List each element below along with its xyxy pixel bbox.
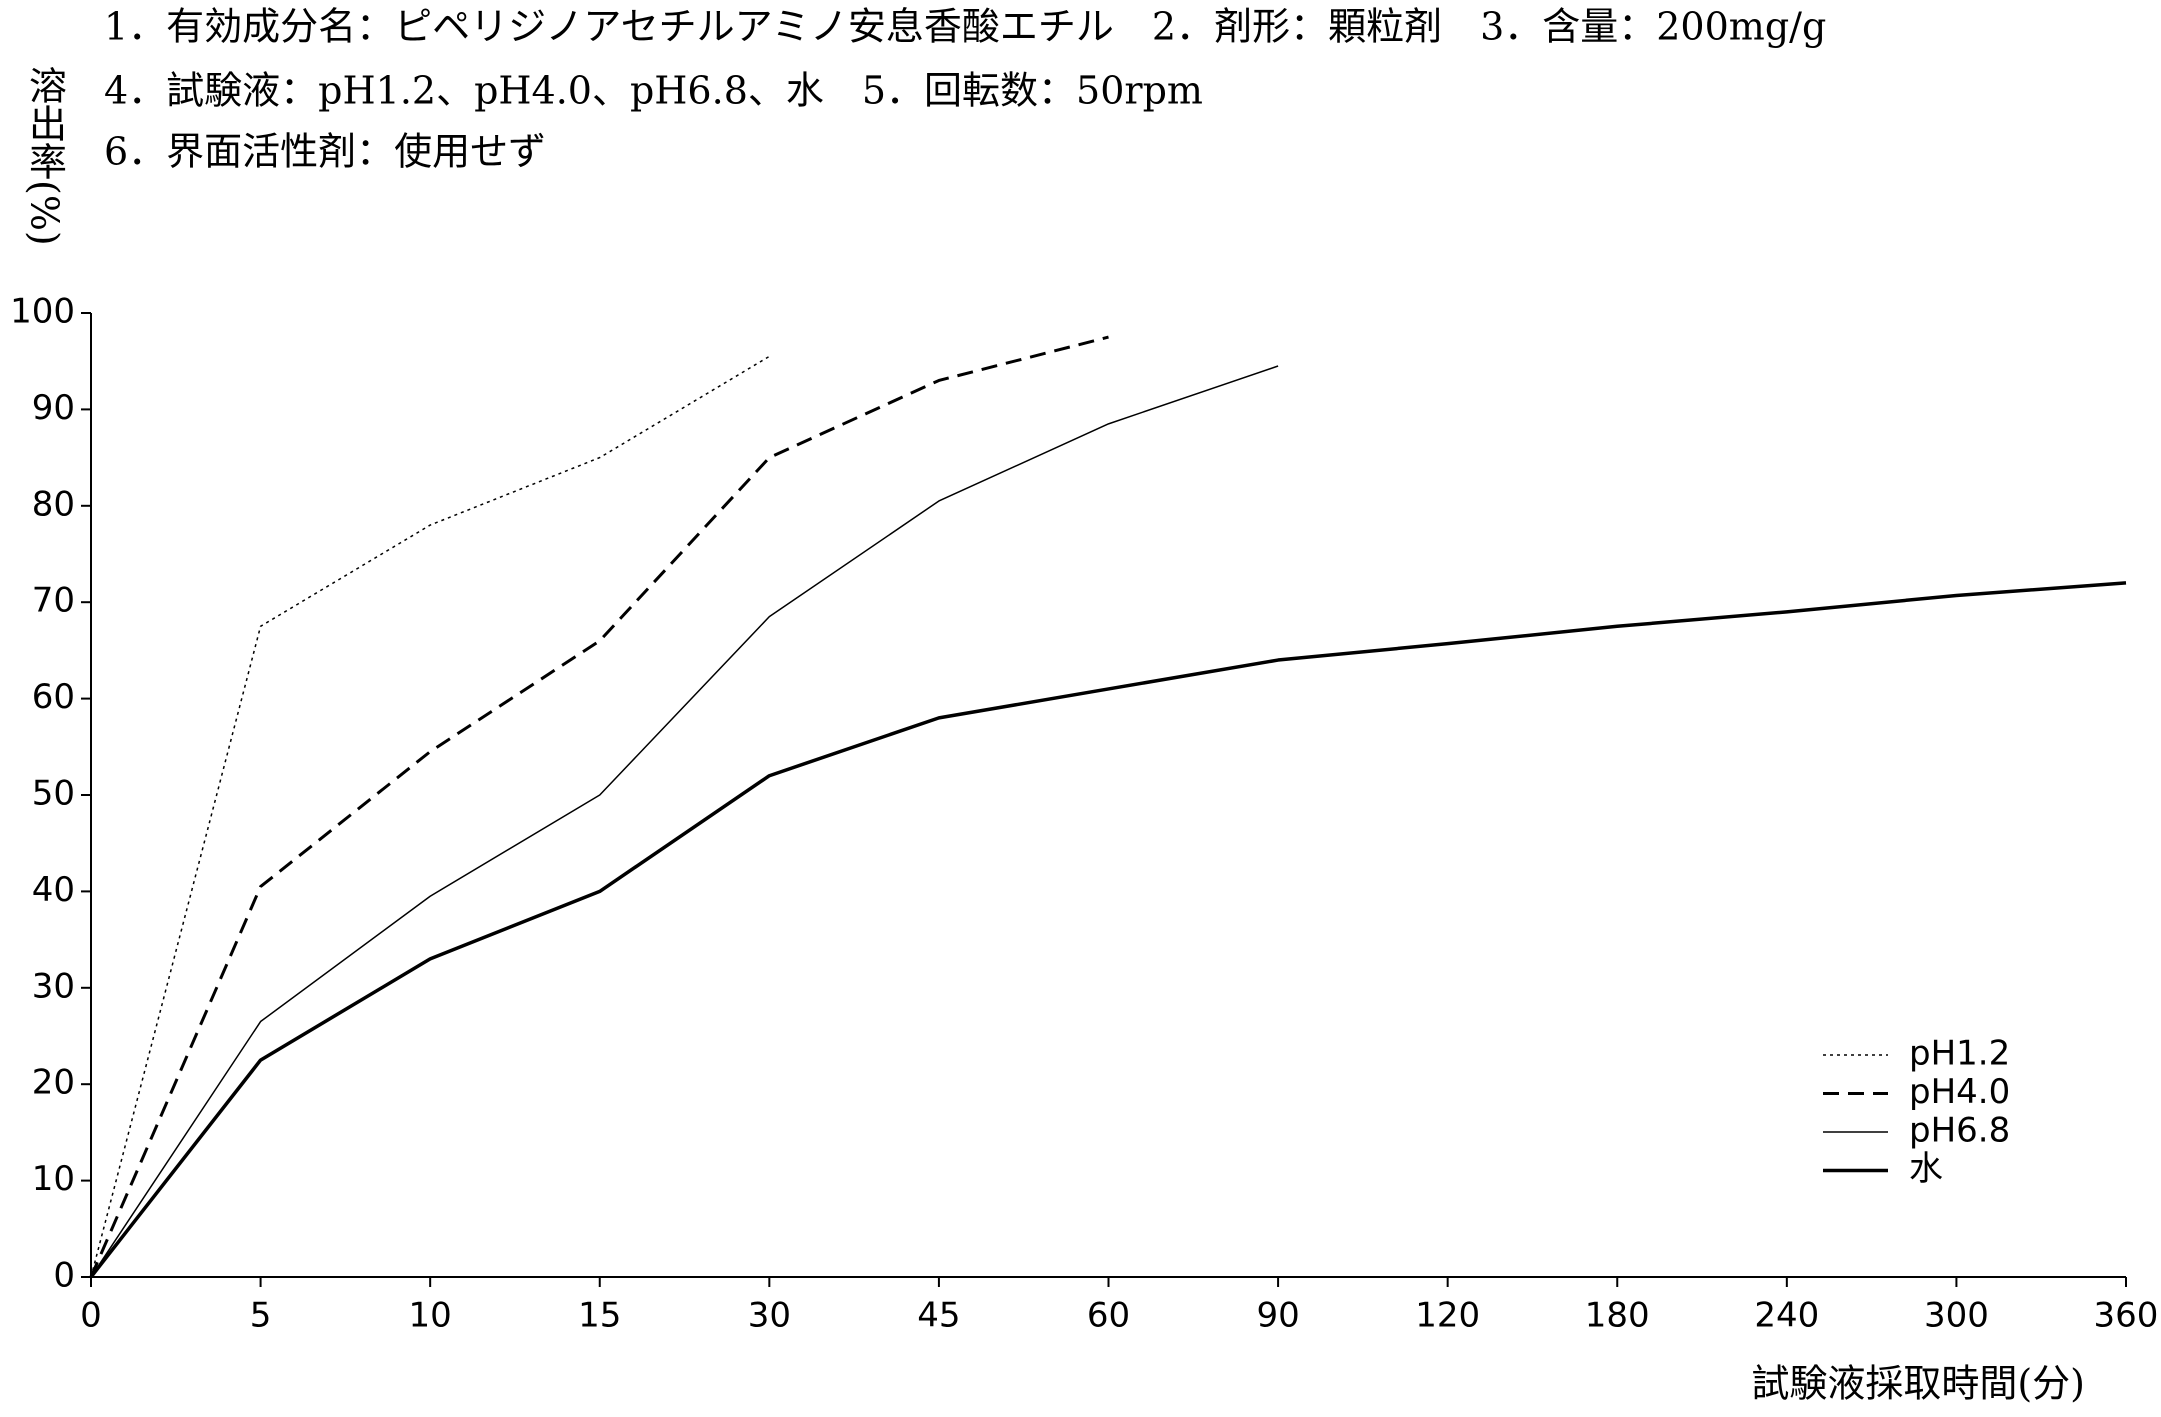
x-tick-label: 90 [1256, 1296, 1299, 1336]
y-tick-label: 80 [32, 484, 75, 524]
legend-label: pH4.0 [1909, 1072, 2010, 1112]
x-tick-label: 240 [1754, 1296, 1819, 1336]
chart-title-line: 1．有効成分名：ピペリジノアセチルアミノ安息香酸エチル 2．剤形：顆粒剤 3．含… [104, 5, 1826, 49]
chart-title-line: 4．試験液：pH1.2、pH4.0、pH6.8、水 5．回転数：50rpm [104, 69, 1203, 113]
x-tick-label: 30 [748, 1296, 791, 1336]
y-tick-label: 60 [32, 677, 75, 717]
x-tick-label: 300 [1924, 1296, 1989, 1336]
chart-title-line: 6．界面活性剤：使用せず [104, 130, 546, 174]
x-axis-label: 試験液採取時間(分) [1751, 1362, 2085, 1406]
y-tick-label: 20 [32, 1063, 75, 1103]
y-tick-label: 10 [32, 1159, 75, 1199]
y-tick-label: 40 [32, 870, 75, 910]
x-tick-label: 15 [578, 1296, 621, 1336]
x-tick-label: 10 [409, 1296, 452, 1336]
y-tick-label: 30 [32, 966, 75, 1006]
y-tick-label: 0 [53, 1256, 75, 1296]
x-tick-label: 180 [1585, 1296, 1650, 1336]
y-tick-label: 100 [10, 292, 75, 332]
x-tick-label: 45 [917, 1296, 960, 1336]
data-line [89, 335, 1109, 1278]
y-tick-label: 90 [32, 388, 75, 428]
data-line [90, 365, 1279, 1278]
x-tick-label: 0 [80, 1296, 102, 1336]
y-tick-label: 50 [32, 774, 75, 814]
legend-label: 水 [1909, 1149, 1943, 1189]
x-tick-label: 120 [1415, 1296, 1480, 1336]
data-line [90, 355, 770, 1278]
x-tick-label: 60 [1087, 1296, 1130, 1336]
y-tick-label: 70 [32, 581, 75, 621]
x-tick-label: 5 [250, 1296, 272, 1336]
legend-label: pH6.8 [1909, 1111, 2010, 1151]
data-line [89, 581, 2127, 1279]
legend-label: pH1.2 [1909, 1034, 2010, 1074]
y-axis-label: 溶出率(%) [23, 66, 67, 246]
x-tick-label: 360 [2094, 1296, 2159, 1336]
